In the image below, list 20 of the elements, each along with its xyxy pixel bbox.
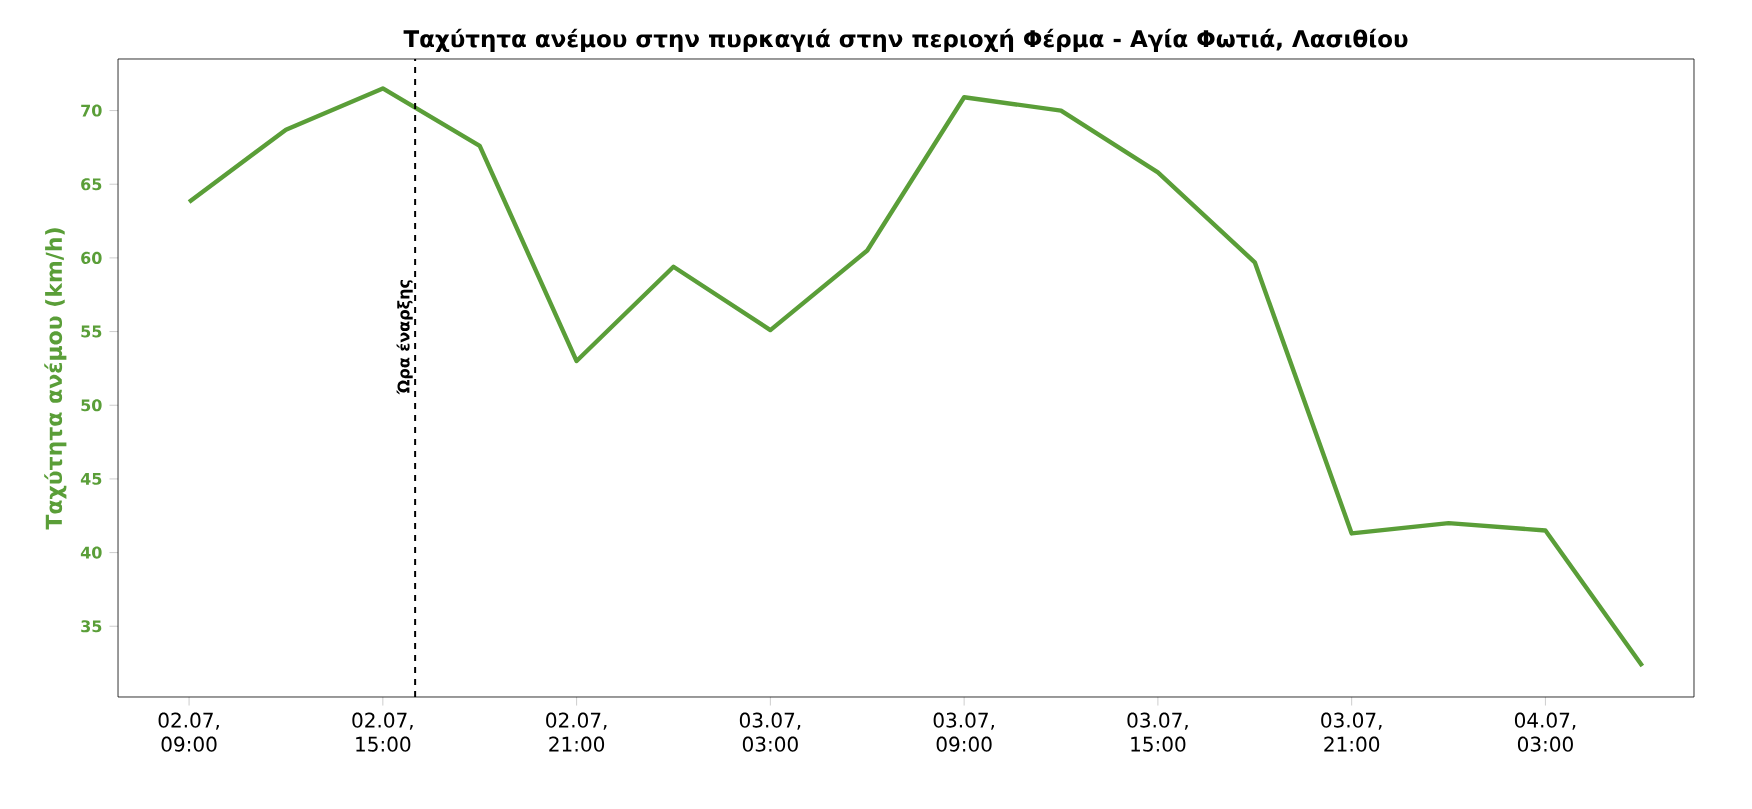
x-tick-label: 02.07, 21:00 (546, 712, 607, 752)
x-tick-label: 02.07, 15:00 (352, 712, 413, 752)
x-tick-label: 03.07, 21:00 (1321, 712, 1382, 752)
x-tick-label: 03.07, 03:00 (739, 712, 801, 752)
chart-title: Ταχύτητα ανέμου στην πυρκαγιά στην περιοχή Φέρμα - Αγία Φωτιά, Λασιθίου (403, 28, 1408, 52)
x-tick-label: 04.07, 03:00 (1514, 712, 1576, 752)
y-tick-label: 70 (81, 104, 102, 117)
y-tick-label: 65 (81, 178, 102, 191)
y-tick-label: 55 (81, 325, 102, 338)
y-tick-label: 45 (80, 472, 102, 485)
x-tick-label: 03.07, 09:00 (933, 712, 994, 752)
ref-line-label: Ώρα έναρξης (396, 280, 413, 395)
x-tick-label: 03.07, 15:00 (1127, 712, 1188, 752)
y-tick-label: 60 (81, 251, 102, 264)
y-axis-title: Ταχύτητα ανέμου (km/h) (44, 228, 67, 530)
x-tick-label: 02.07, 09:00 (158, 712, 219, 752)
line-series (186, 86, 1645, 669)
y-tick-label: 50 (81, 399, 102, 412)
y-tick-label: 35 (81, 620, 102, 633)
y-tick-label: 40 (80, 546, 102, 559)
